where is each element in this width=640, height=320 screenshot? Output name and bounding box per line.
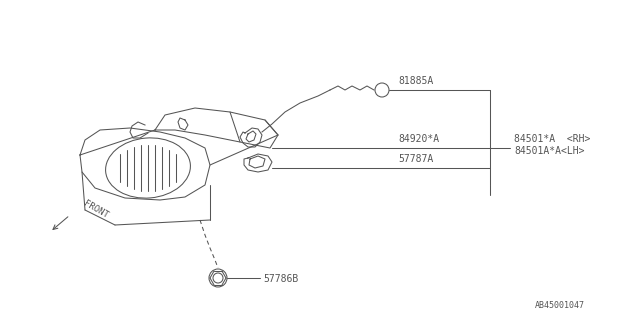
Text: 84501*A  <RH>: 84501*A <RH> xyxy=(514,134,590,144)
Text: 84920*A: 84920*A xyxy=(398,134,439,144)
Text: 84501A*A<LH>: 84501A*A<LH> xyxy=(514,146,584,156)
Text: 57786B: 57786B xyxy=(263,274,298,284)
Text: 57787A: 57787A xyxy=(398,154,433,164)
Text: FRONT: FRONT xyxy=(82,199,110,220)
Text: 81885A: 81885A xyxy=(398,76,433,86)
Text: AB45001047: AB45001047 xyxy=(535,301,585,310)
